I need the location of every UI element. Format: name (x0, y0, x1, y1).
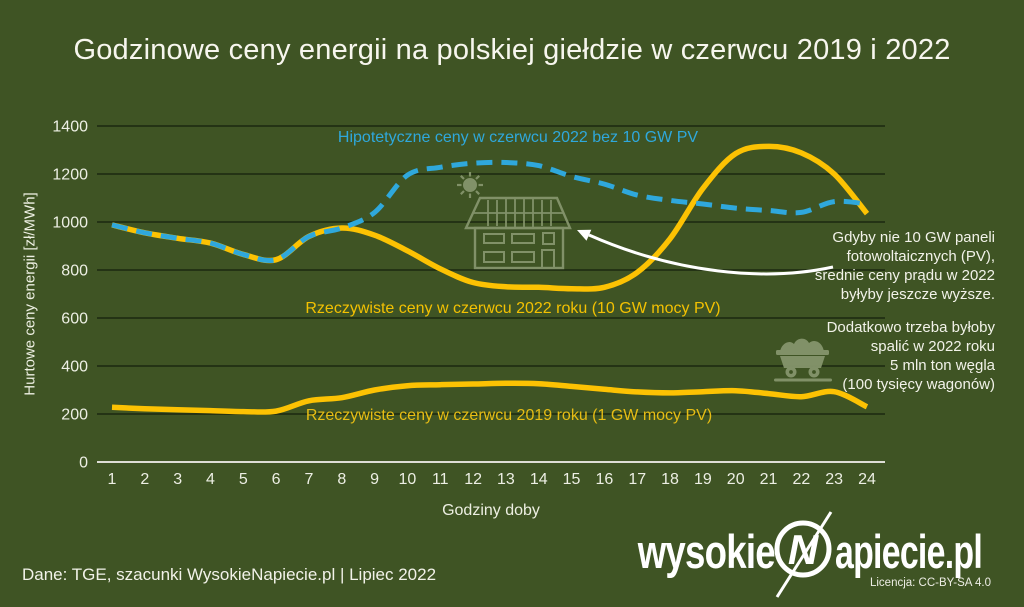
x-tick-label: 22 (792, 471, 810, 488)
x-tick-label: 4 (206, 471, 215, 488)
x-tick-label: 15 (563, 471, 581, 488)
annotation-arrow (577, 229, 834, 276)
logo-n-letter: N (788, 526, 820, 573)
y-tick-label: 200 (61, 407, 88, 424)
y-tick-label: 1200 (52, 167, 88, 184)
x-tick-label: 1 (108, 471, 117, 488)
x-tick-label: 12 (464, 471, 482, 488)
x-tick-label: 18 (661, 471, 679, 488)
data-series (111, 143, 870, 415)
logo-text-right: apiecie.pl (835, 525, 983, 578)
y-tick-label: 600 (61, 311, 88, 328)
x-tick-label: 5 (239, 471, 248, 488)
x-tick-label: 14 (530, 471, 548, 488)
x-tick-label: 11 (432, 471, 449, 488)
x-tick-label: 17 (628, 471, 646, 488)
x-tick-label: 3 (173, 471, 182, 488)
x-tick-label: 7 (305, 471, 314, 488)
x-tick-label: 10 (399, 471, 417, 488)
y-tick-label: 0 (79, 455, 88, 472)
y-tick-label: 1000 (52, 215, 88, 232)
label-actual-2019: Rzeczywiste ceny w czerwcu 2019 roku (1 … (305, 407, 713, 424)
coal-wagon-icon (774, 338, 832, 382)
pv-annotation: Gdyby nie 10 GW paneli fotowoltaicznych (… (814, 229, 995, 303)
chart-title: Godzinowe ceny energii na polskiej giełd… (73, 34, 951, 66)
x-axis-title: Godziny doby (442, 502, 540, 519)
coal-annotation: Dodatkowo trzeba byłoby spalić w 2022 rok… (826, 319, 995, 393)
x-tick-label: 8 (337, 471, 346, 488)
series-line (111, 380, 869, 415)
label-hypothetical-2022: Hipotetyczne ceny w czerwcu 2022 bez 10 … (337, 129, 699, 146)
solar-house-icon (464, 196, 572, 270)
x-tick-label: 9 (370, 471, 379, 488)
sun-icon (457, 172, 483, 198)
x-tick-label: 21 (760, 471, 778, 488)
x-tick-label: 24 (858, 471, 876, 488)
license-note: Licencja: CC-BY-SA 4.0 (869, 577, 991, 589)
logo-text-left: wysokie (637, 525, 776, 578)
y-tick-label: 800 (61, 263, 88, 280)
x-tick-label: 2 (140, 471, 149, 488)
x-tick-label: 23 (825, 471, 843, 488)
x-tick-label: 19 (694, 471, 712, 488)
logo-bolt-icon: N (774, 511, 833, 598)
x-tick-label: 16 (595, 471, 613, 488)
x-tick-label: 13 (497, 471, 515, 488)
series-line (111, 159, 868, 264)
y-tick-label: 1400 (52, 119, 88, 136)
y-axis-title: Hurtowe ceny energii [zł/MWh] (21, 192, 39, 396)
x-tick-label: 20 (727, 471, 745, 488)
label-actual-2022: Rzeczywiste ceny w czerwcu 2022 roku (10… (305, 300, 721, 317)
y-tick-label: 400 (61, 359, 88, 376)
x-tick-label: 6 (272, 471, 281, 488)
data-source-note: Dane: TGE, szacunki WysokieNapiecie.pl |… (22, 565, 437, 584)
